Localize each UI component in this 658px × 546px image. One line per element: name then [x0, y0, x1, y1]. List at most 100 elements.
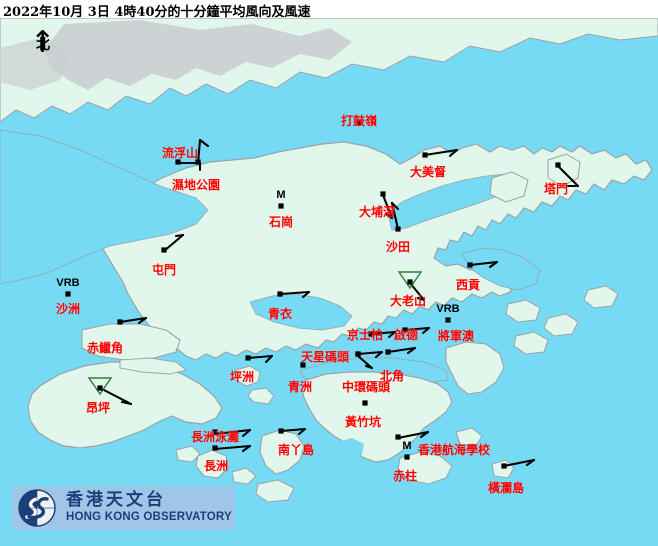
wind-barb-feather	[241, 428, 252, 438]
wind-barb-feather	[301, 290, 311, 299]
station-label-15: 啟德	[393, 328, 419, 342]
aberdeen-inlet	[338, 438, 364, 456]
peng-chau-island	[235, 365, 261, 387]
wind-barb-shaft	[98, 386, 133, 406]
wind-barb-feather	[406, 346, 417, 355]
station-marker-dot[interactable]	[501, 463, 507, 469]
urban-area-secondary	[0, 38, 70, 90]
station-label-9: 西貢	[455, 278, 481, 292]
station-marker-dot[interactable]	[402, 327, 408, 333]
station-marker-dot[interactable]	[117, 319, 123, 325]
station-marker-dot[interactable]	[445, 317, 451, 323]
station-label-2: 濕地公園	[171, 178, 221, 192]
station-label-3: 大美督	[409, 165, 447, 179]
wind-barb-feather	[264, 354, 274, 364]
wind-barb-feather	[174, 233, 185, 238]
station-marker-dot[interactable]	[385, 349, 391, 355]
station-label-6: 大埔滘	[358, 205, 396, 219]
station-marker-dot[interactable]	[362, 400, 368, 406]
north-arrow: ↑ 北	[8, 28, 60, 76]
station-marker-dot[interactable]	[407, 279, 413, 285]
north-arrow-icon: ↑	[30, 25, 56, 60]
station-marker-dot[interactable]	[65, 291, 71, 297]
station-label-11: 大老山	[389, 294, 427, 308]
station-label-12: 青衣	[267, 307, 293, 321]
wind-barb-feather	[198, 138, 210, 148]
station-marker-dot[interactable]	[212, 445, 218, 451]
sai-kung-islands-1	[505, 299, 541, 323]
clear-water-bay-peninsula	[445, 341, 505, 395]
variable-wind-flag: VRB	[436, 303, 460, 315]
station-marker-dot[interactable]	[404, 454, 410, 460]
station-marker-dot[interactable]	[245, 355, 251, 361]
tap-mun-island	[547, 153, 581, 187]
north-label: 北	[36, 37, 50, 53]
station-marker-dot[interactable]	[555, 162, 561, 168]
station-label-7: 沙田	[385, 240, 411, 254]
wind-barb-feather	[384, 212, 394, 220]
wind-barb-shaft	[423, 148, 459, 157]
wind-barb-shaft	[403, 326, 431, 332]
hko-logo: 香港天文台 HONG KONG OBSERVATORY	[12, 486, 235, 530]
wind-barb-feather	[416, 296, 426, 302]
page-title: 2022年10月 3日 4時40分的十分鐘平均風向及風速	[3, 5, 311, 20]
hko-name-english: HONG KONG OBSERVATORY	[66, 511, 232, 524]
hko-name-chinese: 香港天文台	[66, 490, 166, 511]
hko-logo-text: 香港天文台 HONG KONG OBSERVATORY	[66, 492, 232, 524]
station-marker-dot[interactable]	[161, 247, 167, 253]
station-marker-dot[interactable]	[368, 331, 374, 337]
station-marker-dot[interactable]	[380, 191, 386, 197]
station-label-4: 塔門	[543, 182, 569, 196]
missing-data-flag: M	[402, 440, 412, 452]
station-label-16: 將軍澳	[437, 329, 475, 343]
station-marker-dot[interactable]	[467, 262, 473, 268]
station-label-13: 赤鱲角	[86, 341, 124, 355]
wind-barb-shaft	[386, 346, 417, 354]
sai-kung-water	[461, 247, 541, 291]
station-marker-dot[interactable]	[395, 226, 401, 232]
station-marker-dot[interactable]	[278, 203, 284, 209]
po-toi-island	[255, 479, 295, 503]
chek-lap-kok-island	[81, 323, 181, 361]
station-marker-dot[interactable]	[355, 351, 361, 357]
tsuen-wan-water	[249, 293, 353, 331]
station-marker-dot[interactable]	[395, 434, 401, 440]
urban-area-shenzhen	[44, 20, 352, 90]
small-island-b	[175, 445, 201, 463]
hong-kong-island-landmass	[301, 371, 453, 463]
station-label-5: 石崗	[268, 215, 294, 229]
sai-kung-islands-3	[583, 285, 619, 309]
hill-station-marker	[397, 271, 423, 290]
wind-barb-shaft	[213, 428, 252, 436]
station-label-20: 中環碼頭	[341, 380, 391, 394]
station-marker-dot[interactable]	[212, 429, 218, 435]
station-label-10: 沙洲	[55, 302, 81, 316]
wind-barb-shaft	[390, 201, 400, 231]
station-marker-dot[interactable]	[97, 385, 103, 391]
station-marker-dot[interactable]	[356, 119, 362, 125]
station-label-27: 長洲	[203, 459, 229, 473]
station-label-22: 昂坪	[85, 401, 111, 415]
station-marker-dot[interactable]	[195, 159, 201, 165]
station-label-0: 打鼓嶺	[340, 114, 378, 128]
wind-barb-shaft	[356, 354, 374, 370]
station-label-1: 流浮山	[161, 146, 199, 160]
station-marker-dot[interactable]	[422, 152, 428, 158]
variable-wind-flag: VRB	[56, 277, 80, 289]
wind-barb-shaft	[381, 193, 394, 220]
plover-cove-area	[489, 171, 529, 203]
station-label-23: 黃竹坑	[344, 415, 382, 429]
station-label-17: 天星碼頭	[300, 350, 350, 364]
station-marker-dot[interactable]	[300, 362, 306, 368]
hill-station-marker	[87, 377, 113, 396]
station-marker-dot[interactable]	[175, 159, 181, 165]
tung-chung-coast	[119, 357, 187, 375]
station-marker-dot[interactable]	[277, 291, 283, 297]
lamma-island	[259, 429, 305, 475]
station-marker-dot[interactable]	[278, 428, 284, 434]
wind-barb-shaft	[468, 260, 499, 267]
wind-barb-feather	[488, 260, 499, 269]
station-label-25: 南丫島	[277, 443, 315, 457]
station-label-24: 長洲泳灘	[190, 430, 240, 444]
hong-kong-wind-map	[0, 18, 658, 546]
